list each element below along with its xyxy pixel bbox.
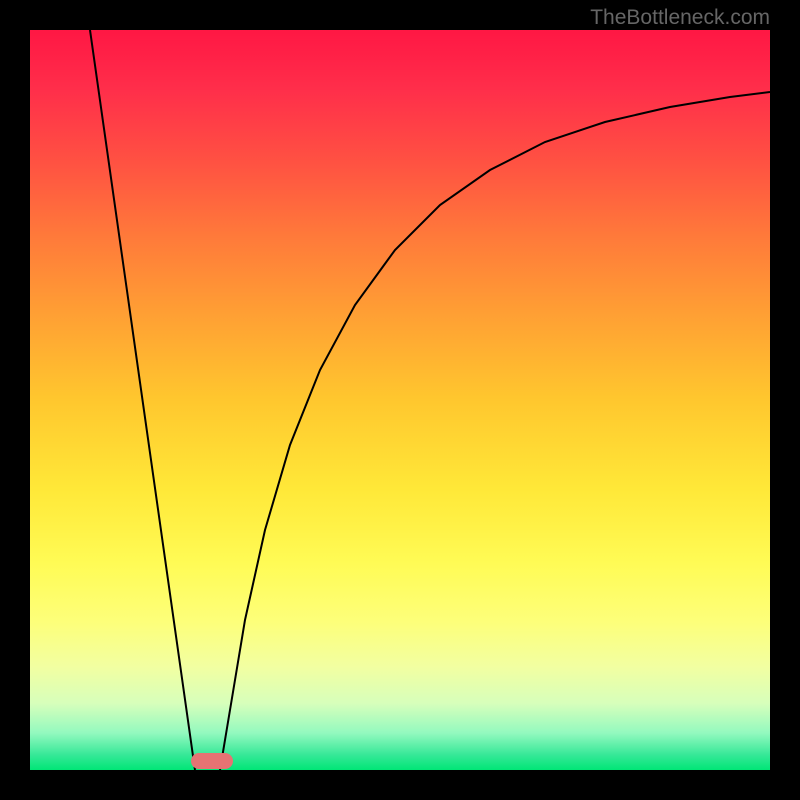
plot-area: [30, 30, 770, 770]
chart-container: TheBottleneck.com: [0, 0, 800, 800]
bottleneck-curve: [30, 30, 770, 770]
optimal-point-marker: [191, 753, 233, 769]
watermark-text: TheBottleneck.com: [590, 6, 770, 30]
